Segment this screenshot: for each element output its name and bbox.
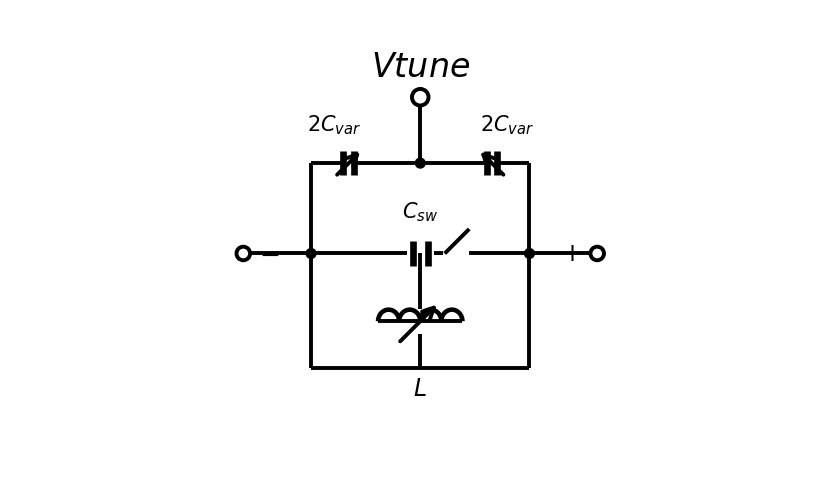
Text: $2C_{\mathit{var}}$: $2C_{\mathit{var}}$: [306, 114, 360, 137]
Text: $+$: $+$: [560, 242, 581, 266]
Circle shape: [305, 249, 315, 259]
Circle shape: [415, 159, 424, 169]
Circle shape: [524, 249, 534, 259]
Text: $2C_{\mathit{var}}$: $2C_{\mathit{var}}$: [479, 114, 533, 137]
Text: $-$: $-$: [259, 242, 279, 266]
Text: $\mathit{Vtune}$: $\mathit{Vtune}$: [370, 51, 469, 84]
Text: $L$: $L$: [413, 376, 427, 400]
Text: $C_{\mathit{sw}}$: $C_{\mathit{sw}}$: [401, 201, 438, 224]
